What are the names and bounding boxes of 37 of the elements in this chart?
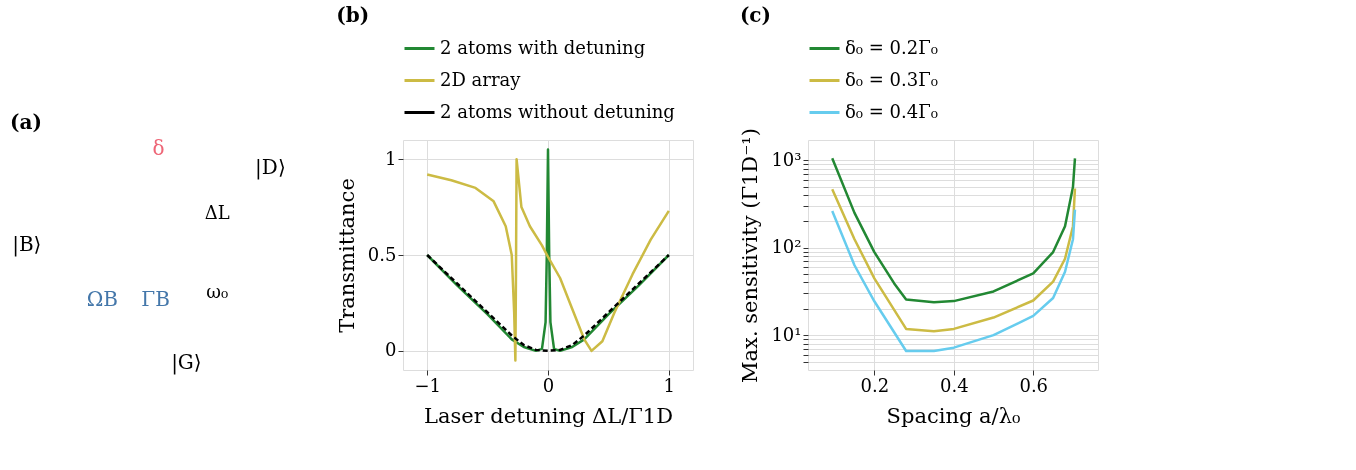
line-series xyxy=(830,157,1077,304)
text: (a) xyxy=(10,109,42,134)
text: ΓB xyxy=(141,286,170,311)
x-axis-title: Laser detuning ΔL/Γ1D xyxy=(423,403,674,428)
text: |G⟩ xyxy=(171,350,202,376)
legend-label: δ₀ = 0.4Γ₀ xyxy=(845,100,938,122)
text: ΩB xyxy=(86,286,119,311)
line-series xyxy=(425,253,671,353)
y-tick-label: 10¹ xyxy=(771,323,802,345)
x-tick-label: 0 xyxy=(542,374,555,396)
legend-label: δ₀ = 0.2Γ₀ xyxy=(845,36,938,58)
y-tick-label: 10² xyxy=(771,236,802,258)
y-axis-title: Transmittance xyxy=(334,178,359,333)
x-tick-label: −1 xyxy=(414,374,441,396)
legend-label: 2D array xyxy=(440,68,522,90)
y-tick-label: 10³ xyxy=(771,148,802,170)
chart-title: (c) xyxy=(739,3,771,27)
y-tick-label: 1 xyxy=(385,147,397,169)
legend-label: 2 atoms with detuning xyxy=(440,36,646,58)
x-axis-title: Spacing a/λ₀ xyxy=(886,403,1021,428)
text: |D⟩ xyxy=(255,155,286,181)
text: ω₀ xyxy=(206,281,229,303)
y-axis-title: Max. sensitivity (Γ1D⁻¹) xyxy=(738,128,763,383)
x-tick-label: 0.4 xyxy=(939,374,969,396)
x-tick-label: 1 xyxy=(663,374,676,396)
y-tick-label: 0.5 xyxy=(367,243,397,265)
x-tick-label: 0.2 xyxy=(860,374,890,396)
text: ΔL xyxy=(204,202,230,224)
chart-title: (b) xyxy=(336,3,370,27)
line-series xyxy=(830,187,1077,333)
y-tick-label: 0 xyxy=(385,339,397,361)
legend-label: δ₀ = 0.3Γ₀ xyxy=(845,68,938,90)
legend-label: 2 atoms without detuning xyxy=(440,100,675,122)
x-tick-label: 0.6 xyxy=(1019,374,1049,396)
text: δ xyxy=(152,135,165,160)
text: |B⟩ xyxy=(12,232,42,258)
line-series xyxy=(830,208,1077,353)
